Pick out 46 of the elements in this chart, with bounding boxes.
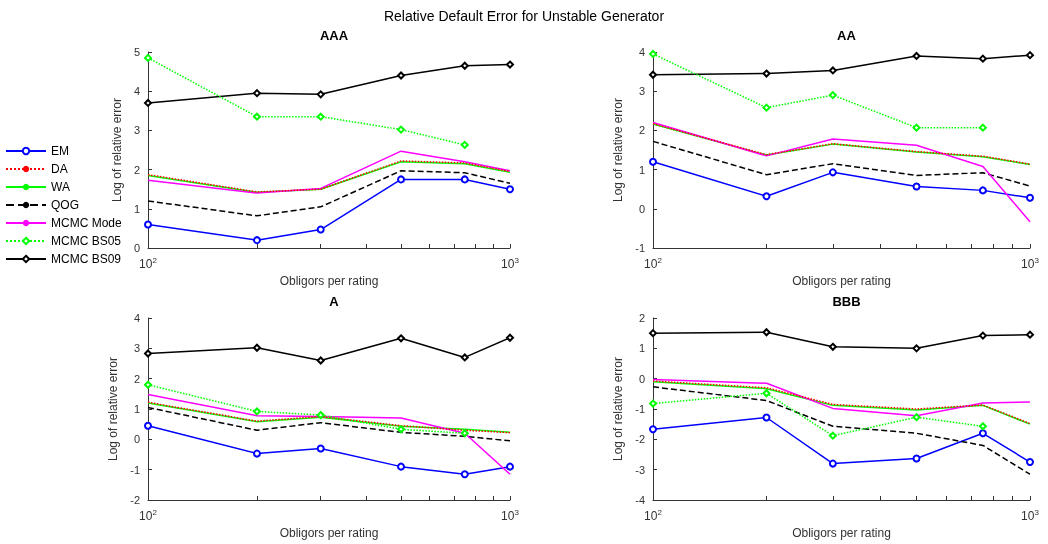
y-tick-label: 5 xyxy=(133,46,140,58)
y-tick-label: 1 xyxy=(638,163,645,176)
y-tick-label: 2 xyxy=(638,312,645,324)
y-tick-label: 3 xyxy=(638,85,645,98)
y-tick-label: -1 xyxy=(635,242,645,254)
y-tick-label: 0 xyxy=(638,372,645,385)
y-tick-label: 1 xyxy=(133,403,140,415)
y-tick-label: -2 xyxy=(130,494,140,506)
chart-title: A xyxy=(329,294,340,309)
y-axis-title: Log of relative error xyxy=(106,356,121,462)
legend-label: QOG xyxy=(51,198,80,212)
legend-label: MCMC BS09 xyxy=(51,252,122,266)
y-tick-label: 0 xyxy=(133,433,140,446)
y-tick-label: -4 xyxy=(635,494,645,506)
y-tick-label: 3 xyxy=(133,124,140,137)
x-axis-title: Obligors per rating xyxy=(279,525,379,540)
y-tick-label: 4 xyxy=(133,85,140,98)
x-axis-title: Obligors per rating xyxy=(792,273,891,288)
y-tick-label: 0 xyxy=(638,202,645,215)
x-axis-title: Obligors per rating xyxy=(279,273,379,288)
y-tick-label: 2 xyxy=(638,124,645,137)
y-tick-label: 2 xyxy=(133,163,140,176)
y-axis-title: Log of relative error xyxy=(109,97,124,203)
chart-title: AA xyxy=(837,28,857,43)
y-tick-label: -1 xyxy=(635,403,645,415)
y-axis-title: Log of relative error xyxy=(611,97,626,203)
x-axis-title: Obligors per rating xyxy=(792,525,891,540)
y-tick-label: 0 xyxy=(133,242,140,254)
y-tick-label: 1 xyxy=(638,342,645,355)
y-tick-label: 2 xyxy=(133,372,140,385)
legend-label: EM xyxy=(51,144,69,158)
y-tick-label: -3 xyxy=(635,463,645,476)
chart-title: BBB xyxy=(832,294,861,309)
chart-title: AAA xyxy=(319,28,349,43)
legend-label: MCMC BS05 xyxy=(51,234,122,248)
y-tick-label: 4 xyxy=(133,312,140,324)
text: Relative Default Error for Unstable Generator xyxy=(382,8,666,24)
y-tick-label: -1 xyxy=(130,463,140,476)
legend-label: MCMC Mode xyxy=(51,216,122,230)
y-tick-label: -2 xyxy=(635,433,645,446)
y-tick-label: 1 xyxy=(133,202,140,215)
legend-label: DA xyxy=(51,162,68,176)
legend-label: WA xyxy=(51,180,70,194)
y-tick-label: 4 xyxy=(638,46,645,58)
y-tick-label: 3 xyxy=(133,342,140,355)
y-axis-title: Log of relative error xyxy=(611,356,626,462)
